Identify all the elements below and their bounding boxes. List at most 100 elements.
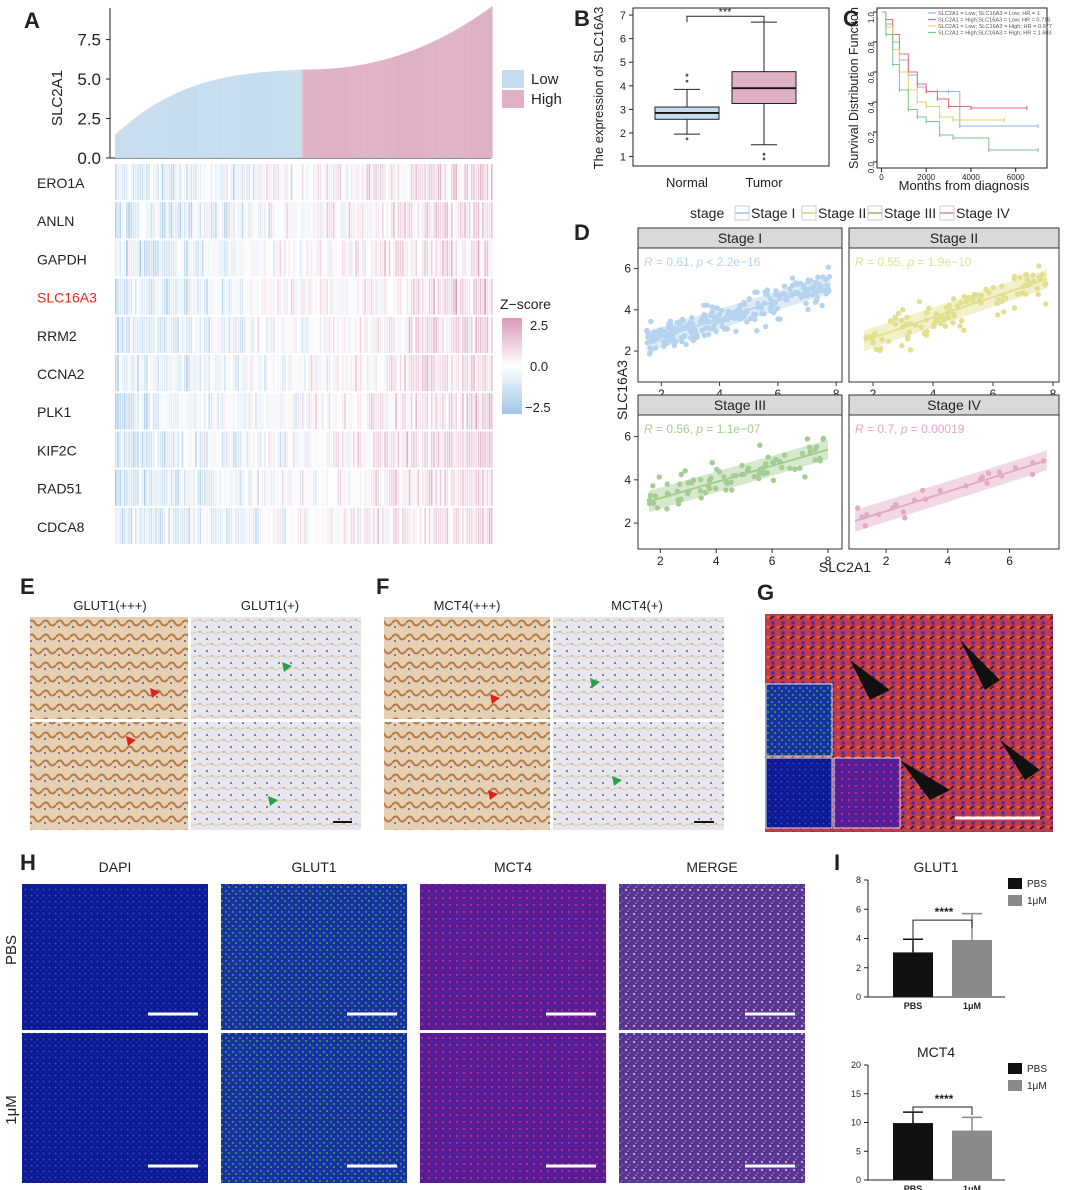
a-heatmap-cell [473,431,475,468]
a-heatmap-cell [175,164,177,201]
a-heatmap-cell [148,316,150,353]
a-heatmap-cell [126,507,128,544]
a-heatmap-cell [270,431,273,468]
a-heatmap-cell [464,240,466,277]
a-heatmap-cell [139,316,142,353]
a-heatmap-cell [366,202,368,239]
d-point [898,317,905,324]
a-heatmap-cell [244,164,246,201]
a-heatmap-cell [148,355,150,392]
a-heatmap-cell [353,240,355,277]
d-point [819,302,825,309]
a-heatmap-cell [190,393,193,430]
e-image-strong-top [30,617,188,719]
e-image-strong-bottom [30,722,188,830]
a-heatmap-cell [373,355,375,392]
a-heatmap-cell [410,240,413,277]
d-stat-part: = 0.00019 [907,422,964,436]
a-heatmap-cell [257,278,259,315]
a-heatmap-cell [379,469,382,506]
d-point [902,515,908,521]
a-heatmap-cell [235,202,237,239]
a-heatmap-cell [402,507,404,544]
g-inset-mct4 [833,757,901,829]
a-heatmap-cell [293,278,295,315]
d-point [812,457,818,463]
a-heatmap-cell [159,278,162,315]
a-heatmap-cell [123,164,126,201]
d-point [892,314,898,321]
a-heatmap-cell [190,240,193,277]
a-heatmap-cell [128,316,130,353]
a-heatmap-cell [170,469,173,506]
d-point [763,323,769,330]
a-heatmap-cell [313,278,315,315]
d-point [675,501,682,507]
a-bar [273,71,276,158]
a-heatmap-cell [464,469,466,506]
a-heatmap-cell [375,164,377,201]
i-legend-label: 1μM [1027,1081,1047,1092]
d-y-axis-label: SLC16A3 [614,360,630,420]
panel-label-a: A [24,8,40,33]
d-stat-part: R [644,422,653,436]
a-heatmap-cell [206,431,208,468]
a-heatmap-cell [457,393,460,430]
a-heatmap-cell [315,202,317,239]
d-point [789,275,796,281]
a-heatmap [115,163,493,545]
a-bar [306,69,309,158]
i-subplot-title: MCT4 [917,1044,955,1060]
a-heatmap-cell [135,240,137,277]
a-heatmap-cell [273,240,275,277]
a-heatmap-cell [148,278,150,315]
a-heatmap-cell [197,164,199,201]
a-heatmap-cell [404,469,406,506]
a-heatmap-cell [148,202,150,239]
a-heatmap-cell [219,431,222,468]
a-heatmap-cell [484,202,486,239]
d-point [751,473,758,480]
d-point [809,291,816,298]
a-heatmap-cell [135,469,137,506]
a-heatmap-cell [370,316,373,353]
a-heatmap-cell [457,202,460,239]
a-heatmap-cell [208,316,210,353]
a-heatmap-cell [115,393,117,430]
a-bar [417,48,419,158]
a-heatmap-cell [444,202,446,239]
a-heatmap-cell [415,355,417,392]
a-heatmap-cell [413,393,415,430]
a-heatmap-cell [377,202,380,239]
i-y-tick-label: 8 [856,875,861,885]
a-heatmap-cell [464,278,466,315]
a-heatmap-cell [397,469,400,506]
a-bar [210,80,212,158]
a-heatmap-cell [121,278,124,315]
a-heatmap-cell [252,469,255,506]
a-heatmap-cell [484,278,486,315]
a-heatmap-cell [197,507,199,544]
a-heatmap-cell [208,355,210,392]
a-bar [352,66,354,158]
h-image-1um-glut1 [221,1033,407,1183]
a-heatmap-cell [370,507,373,544]
a-heatmap-cell [484,355,486,392]
a-heatmap-cell [366,278,368,315]
a-heatmap-cell [395,507,397,544]
a-bar [256,72,259,158]
h-image-1um-mct4 [420,1033,606,1183]
a-heatmap-cell [370,202,373,239]
a-heatmap-cell [484,431,486,468]
a-heatmap-cell [328,431,331,468]
a-heatmap-cell [479,431,482,468]
a-heatmap-cell [328,240,331,277]
a-heatmap-cell [219,278,222,315]
a-bar [459,27,461,159]
a-legend-low-label: Low [531,71,559,88]
a-row-label-ccna2: CCNA2 [37,366,85,382]
a-heatmap-cell [261,355,264,392]
a-heatmap-cell [261,507,264,544]
a-bar [238,75,241,158]
a-sorted-barplot [110,6,493,159]
